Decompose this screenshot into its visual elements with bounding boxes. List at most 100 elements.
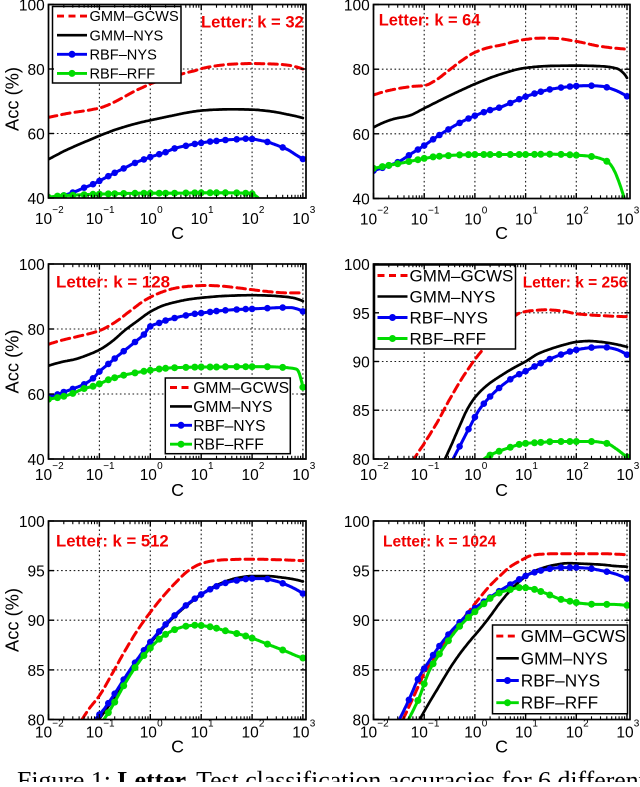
svg-text:1: 1 — [208, 719, 214, 730]
svg-text:60: 60 — [28, 387, 46, 404]
svg-text:Letter: k = 1024: Letter: k = 1024 — [383, 534, 497, 551]
svg-text:−2: −2 — [377, 719, 389, 730]
svg-text:10: 10 — [360, 725, 378, 742]
svg-text:10: 10 — [616, 212, 634, 229]
svg-text:C: C — [171, 737, 184, 757]
svg-text:−1: −1 — [428, 461, 440, 472]
svg-text:2: 2 — [583, 461, 589, 472]
svg-text:2: 2 — [259, 205, 265, 216]
svg-text:1: 1 — [532, 719, 538, 730]
svg-text:1: 1 — [208, 461, 214, 472]
svg-text:10: 10 — [140, 211, 158, 228]
svg-text:GMM–GCWS: GMM–GCWS — [521, 626, 626, 646]
svg-text:0: 0 — [482, 461, 488, 472]
svg-text:100: 100 — [19, 514, 45, 531]
svg-text:10: 10 — [191, 725, 209, 742]
svg-text:10: 10 — [616, 725, 634, 742]
svg-text:10: 10 — [86, 467, 104, 484]
svg-text:GMM–NYS: GMM–NYS — [410, 287, 496, 306]
svg-text:95: 95 — [28, 564, 45, 581]
svg-text:90: 90 — [353, 613, 371, 630]
svg-text:C: C — [171, 223, 184, 243]
svg-text:80: 80 — [28, 322, 46, 339]
svg-text:10: 10 — [191, 211, 209, 228]
svg-text:10: 10 — [566, 212, 584, 229]
svg-text:80: 80 — [353, 62, 371, 79]
svg-text:1: 1 — [532, 461, 538, 472]
svg-text:10: 10 — [360, 212, 378, 229]
svg-text:95: 95 — [353, 306, 370, 323]
svg-text:−1: −1 — [103, 461, 115, 472]
svg-text:10: 10 — [464, 467, 482, 484]
svg-text:10: 10 — [35, 467, 53, 484]
svg-text:0: 0 — [157, 205, 163, 216]
svg-text:10: 10 — [292, 725, 310, 742]
svg-text:10: 10 — [515, 725, 533, 742]
svg-text:10: 10 — [140, 467, 158, 484]
svg-text:3: 3 — [310, 461, 316, 472]
svg-text:RBF–RFF: RBF–RFF — [521, 693, 598, 713]
svg-text:GMM–GCWS: GMM–GCWS — [90, 9, 179, 25]
svg-text:2: 2 — [583, 719, 589, 730]
svg-text:1: 1 — [208, 205, 214, 216]
svg-text:100: 100 — [344, 514, 370, 531]
svg-text:C: C — [495, 223, 508, 243]
svg-text:−2: −2 — [52, 205, 64, 216]
svg-text:Acc (%): Acc (%) — [1, 588, 22, 652]
svg-text:10: 10 — [411, 725, 429, 742]
svg-text:10: 10 — [292, 211, 310, 228]
svg-text:2: 2 — [583, 206, 589, 217]
svg-text:10: 10 — [566, 725, 584, 742]
svg-text:1: 1 — [532, 206, 538, 217]
svg-text:10: 10 — [292, 467, 310, 484]
svg-text:10: 10 — [566, 467, 584, 484]
svg-text:10: 10 — [86, 725, 104, 742]
svg-text:10: 10 — [616, 467, 634, 484]
svg-text:Letter: k = 128: Letter: k = 128 — [56, 273, 170, 292]
svg-text:10: 10 — [35, 725, 53, 742]
svg-text:80: 80 — [353, 713, 371, 730]
svg-text:Letter: k = 32: Letter: k = 32 — [201, 13, 304, 32]
svg-text:−1: −1 — [103, 205, 115, 216]
svg-text:80: 80 — [353, 452, 371, 469]
svg-text:90: 90 — [353, 355, 371, 372]
svg-text:Acc (%): Acc (%) — [1, 67, 22, 131]
svg-text:85: 85 — [28, 663, 45, 680]
svg-text:100: 100 — [344, 0, 370, 15]
svg-text:−2: −2 — [52, 461, 64, 472]
svg-text:2: 2 — [259, 719, 265, 730]
svg-text:10: 10 — [360, 467, 378, 484]
svg-text:10: 10 — [242, 725, 260, 742]
svg-text:100: 100 — [19, 257, 45, 274]
svg-text:0: 0 — [157, 719, 163, 730]
svg-text:95: 95 — [353, 564, 370, 581]
svg-text:RBF–NYS: RBF–NYS — [193, 418, 265, 435]
svg-text:85: 85 — [353, 663, 370, 680]
svg-text:Figure 1: Letter. Test classif: Figure 1: Letter. Test classification ac… — [17, 766, 640, 783]
svg-text:10: 10 — [242, 211, 260, 228]
svg-text:60: 60 — [28, 127, 46, 144]
svg-text:90: 90 — [28, 613, 46, 630]
svg-text:−1: −1 — [428, 719, 440, 730]
svg-text:GMM–GCWS: GMM–GCWS — [193, 380, 289, 397]
svg-text:−2: −2 — [377, 206, 389, 217]
svg-text:RBF–RFF: RBF–RFF — [90, 67, 156, 83]
svg-text:10: 10 — [411, 212, 429, 229]
svg-text:2: 2 — [259, 461, 265, 472]
svg-text:C: C — [171, 480, 184, 500]
svg-text:40: 40 — [353, 192, 371, 209]
svg-text:RBF–RFF: RBF–RFF — [193, 437, 264, 454]
svg-text:0: 0 — [157, 461, 163, 472]
svg-text:−2: −2 — [52, 719, 64, 730]
svg-text:−1: −1 — [103, 719, 115, 730]
svg-text:GMM–NYS: GMM–NYS — [90, 28, 164, 44]
svg-text:80: 80 — [28, 62, 46, 79]
svg-text:10: 10 — [242, 467, 260, 484]
svg-text:3: 3 — [634, 719, 640, 730]
svg-text:C: C — [495, 480, 508, 500]
svg-text:100: 100 — [19, 0, 45, 15]
svg-text:10: 10 — [515, 212, 533, 229]
svg-text:3: 3 — [634, 206, 640, 217]
svg-text:3: 3 — [634, 461, 640, 472]
svg-text:10: 10 — [464, 212, 482, 229]
